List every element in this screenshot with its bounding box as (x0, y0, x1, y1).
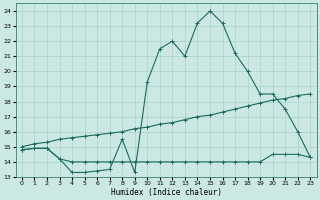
X-axis label: Humidex (Indice chaleur): Humidex (Indice chaleur) (111, 188, 221, 197)
